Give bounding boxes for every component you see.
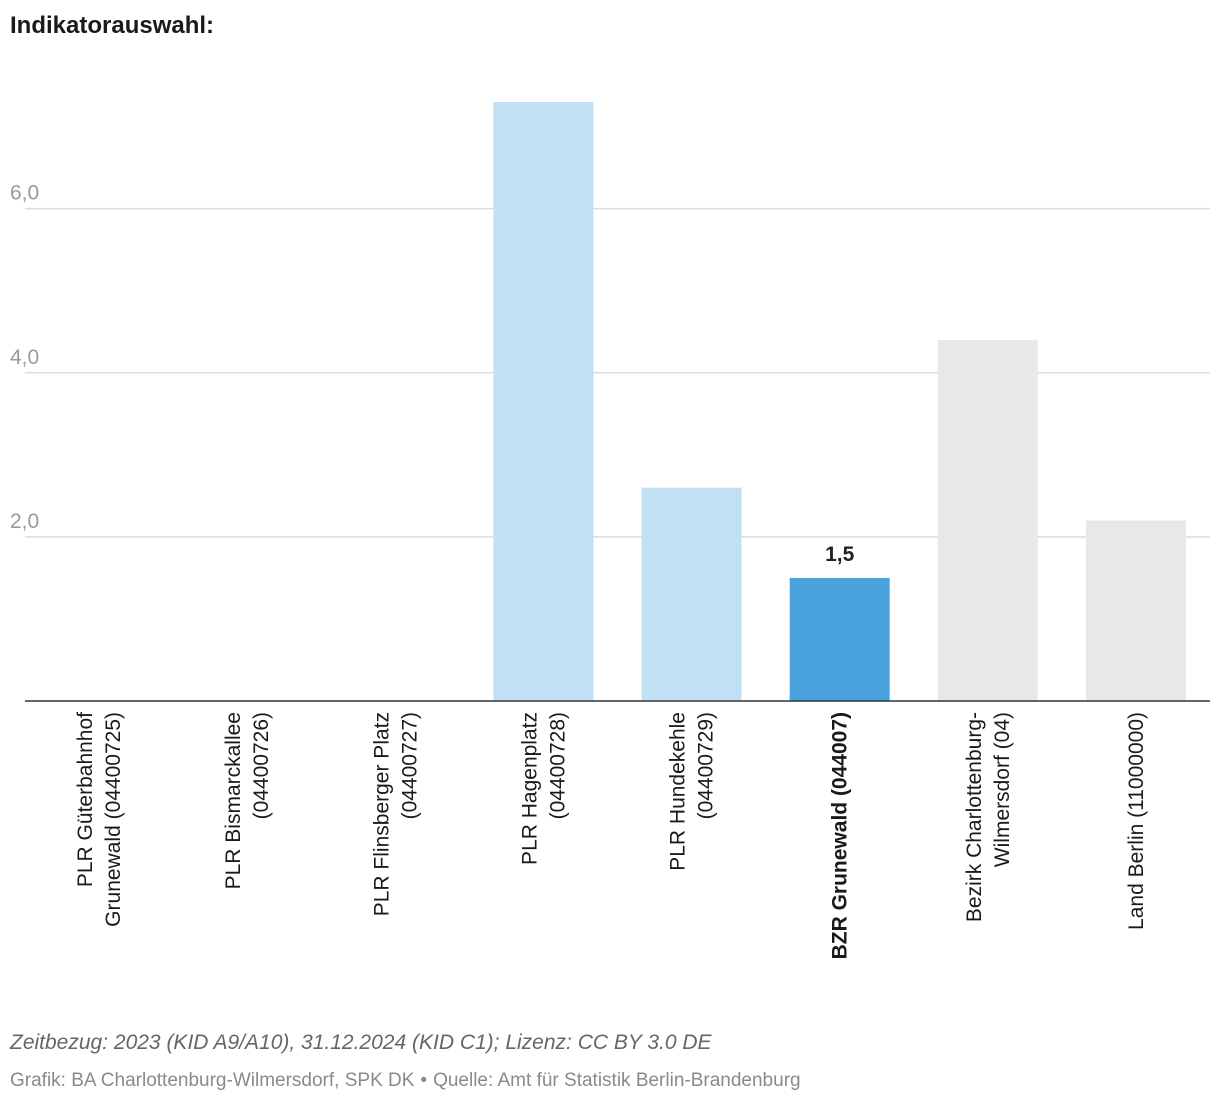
x-tick-label: PLR Bismarckallee bbox=[222, 712, 245, 889]
bar bbox=[937, 339, 1038, 701]
y-tick-label: 6,0 bbox=[10, 182, 39, 205]
bar bbox=[789, 577, 890, 701]
y-tick-label: 4,0 bbox=[10, 346, 39, 369]
x-tick-label: (04400729) bbox=[695, 712, 718, 819]
bar bbox=[493, 102, 594, 701]
x-tick-label: Wilmersdorf (04) bbox=[991, 712, 1014, 867]
credits-line: Grafik: BA Charlottenburg-Wilmersdorf, S… bbox=[10, 1070, 801, 1092]
time-reference-note: Zeitbezug: 2023 (KID A9/A10), 31.12.2024… bbox=[10, 1031, 712, 1054]
x-tick-label: BZR Grunewald (044007) bbox=[829, 712, 852, 959]
x-tick-label: PLR Hundekehle bbox=[667, 712, 690, 871]
credit-separator: • bbox=[420, 1070, 428, 1091]
x-tick-label: (04400728) bbox=[546, 712, 569, 819]
bar-data-label: 1,5 bbox=[825, 543, 855, 566]
credit-grafik: Grafik: BA Charlottenburg-Wilmersdorf, S… bbox=[10, 1070, 415, 1091]
x-tick-label: PLR Güterbahnhof bbox=[74, 712, 97, 887]
x-tick-label: Land Berlin (11000000) bbox=[1125, 712, 1148, 930]
x-tick-label: Grunewald (04400725) bbox=[102, 712, 125, 927]
y-tick-label: 2,0 bbox=[10, 510, 39, 533]
x-tick-label: PLR Flinsberger Platz bbox=[370, 712, 393, 916]
x-tick-label: (04400727) bbox=[398, 712, 421, 819]
credit-quelle: Quelle: Amt für Statistik Berlin-Branden… bbox=[433, 1070, 801, 1091]
x-tick-label: (04400726) bbox=[250, 712, 273, 819]
x-tick-label: Bezirk Charlottenburg- bbox=[963, 712, 986, 922]
bar bbox=[641, 487, 742, 701]
x-tick-label: PLR Hagenplatz bbox=[518, 712, 541, 865]
bar bbox=[1085, 520, 1186, 701]
chart-title: Indikatorauswahl: bbox=[10, 12, 215, 39]
